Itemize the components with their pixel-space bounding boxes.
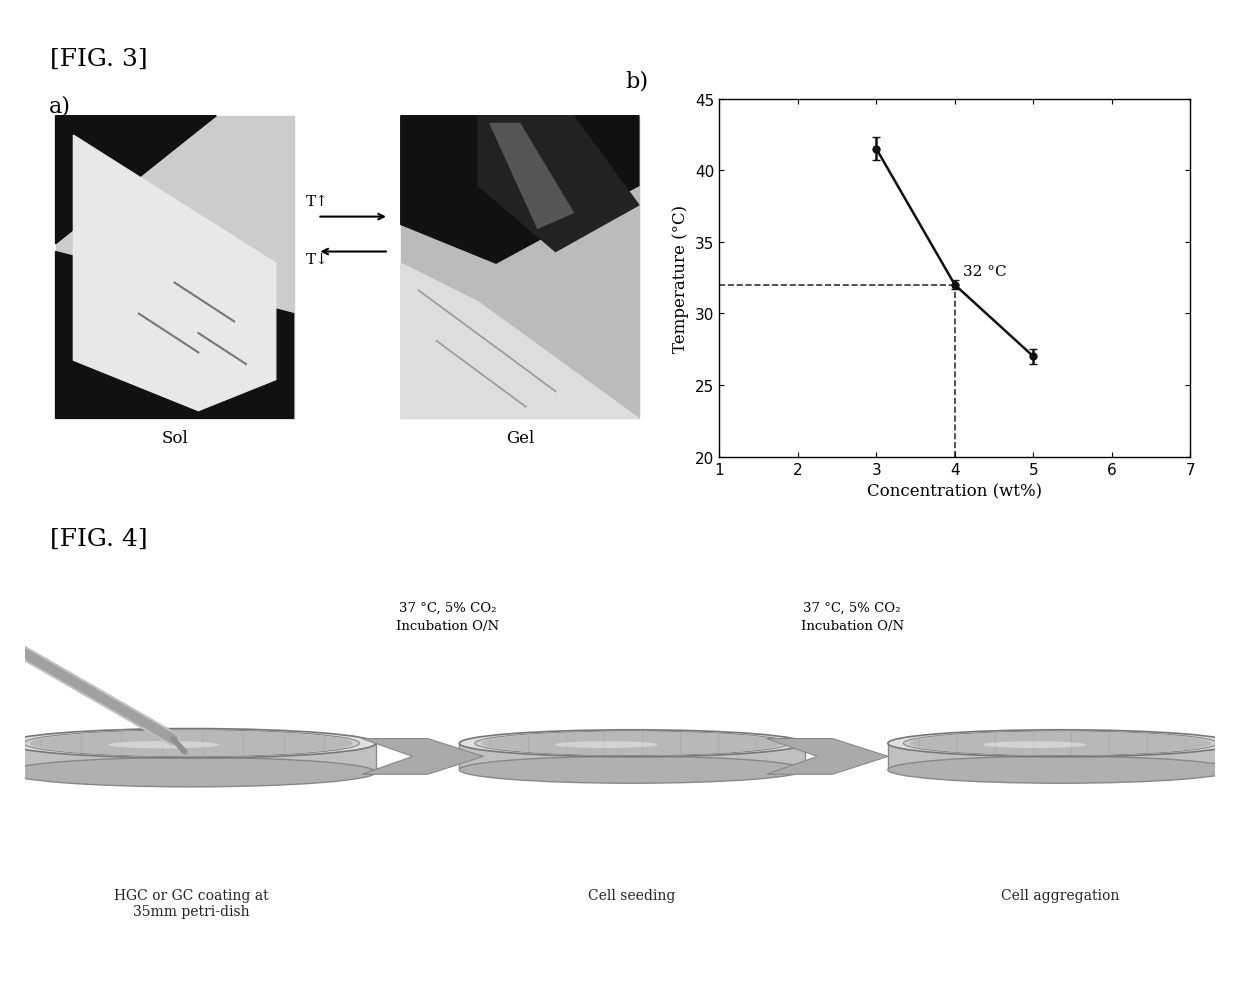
Polygon shape xyxy=(7,744,376,772)
Text: HGC or GC coating at
35mm petri-dish: HGC or GC coating at 35mm petri-dish xyxy=(114,888,269,918)
Polygon shape xyxy=(479,116,639,252)
Ellipse shape xyxy=(904,732,1218,755)
Text: b): b) xyxy=(625,71,649,92)
Ellipse shape xyxy=(459,730,805,757)
Polygon shape xyxy=(490,124,573,229)
Text: Cell seeding: Cell seeding xyxy=(588,888,676,902)
Polygon shape xyxy=(56,116,216,245)
Text: T↓: T↓ xyxy=(305,252,329,267)
Y-axis label: Temperature (°C): Temperature (°C) xyxy=(672,205,689,352)
Ellipse shape xyxy=(909,732,1211,755)
Text: [FIG. 4]: [FIG. 4] xyxy=(50,527,148,551)
Ellipse shape xyxy=(888,756,1233,783)
Ellipse shape xyxy=(7,757,376,787)
X-axis label: Concentration (wt%): Concentration (wt%) xyxy=(867,483,1043,500)
Polygon shape xyxy=(888,744,1233,770)
Polygon shape xyxy=(459,744,805,770)
Polygon shape xyxy=(766,739,888,774)
Text: T↑: T↑ xyxy=(305,195,329,209)
Ellipse shape xyxy=(554,742,657,748)
Text: 37 °C, 5% CO₂
Incubation O/N: 37 °C, 5% CO₂ Incubation O/N xyxy=(801,601,904,632)
Text: 37 °C, 5% CO₂
Incubation O/N: 37 °C, 5% CO₂ Incubation O/N xyxy=(396,601,498,632)
Ellipse shape xyxy=(24,731,360,756)
Text: Gel: Gel xyxy=(506,429,534,447)
Bar xyxy=(56,116,294,419)
Ellipse shape xyxy=(30,731,353,756)
Text: [FIG. 3]: [FIG. 3] xyxy=(50,48,148,72)
Polygon shape xyxy=(401,116,639,263)
Polygon shape xyxy=(401,263,639,419)
Ellipse shape xyxy=(7,729,376,758)
Polygon shape xyxy=(56,252,294,419)
Text: Sol: Sol xyxy=(161,429,188,447)
Bar xyxy=(401,116,639,419)
Polygon shape xyxy=(73,136,275,412)
Ellipse shape xyxy=(888,730,1233,757)
Ellipse shape xyxy=(475,732,789,755)
Ellipse shape xyxy=(459,756,805,783)
Ellipse shape xyxy=(983,742,1086,748)
Ellipse shape xyxy=(108,742,219,748)
Text: a): a) xyxy=(50,95,71,117)
Text: 32 °C: 32 °C xyxy=(962,264,1007,278)
Ellipse shape xyxy=(481,732,782,755)
Polygon shape xyxy=(362,739,484,774)
Text: Cell aggregation: Cell aggregation xyxy=(1001,888,1120,902)
